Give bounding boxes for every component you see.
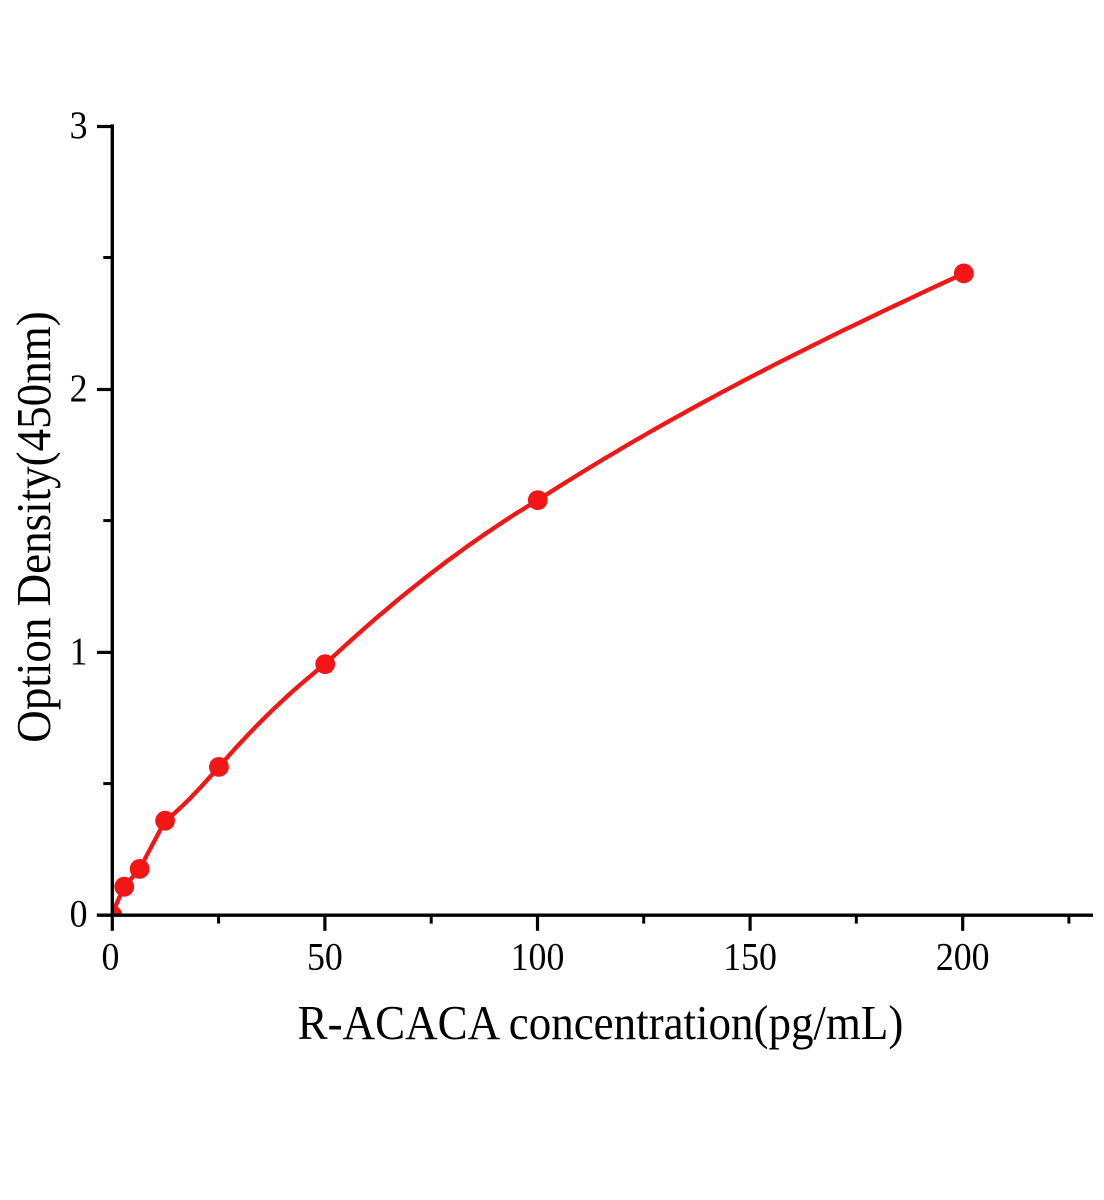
svg-text:Option Density(450nm): Option Density(450nm) — [7, 311, 61, 742]
svg-text:2: 2 — [70, 368, 88, 411]
svg-text:50: 50 — [307, 936, 343, 979]
svg-text:0: 0 — [102, 936, 120, 979]
svg-text:3: 3 — [70, 105, 88, 148]
svg-text:R-ACACA concentration(pg/mL): R-ACACA concentration(pg/mL) — [298, 996, 904, 1050]
svg-text:150: 150 — [723, 936, 777, 979]
svg-text:1: 1 — [70, 631, 88, 674]
svg-text:200: 200 — [936, 936, 990, 979]
svg-text:100: 100 — [511, 936, 565, 979]
svg-text:0: 0 — [70, 893, 88, 936]
